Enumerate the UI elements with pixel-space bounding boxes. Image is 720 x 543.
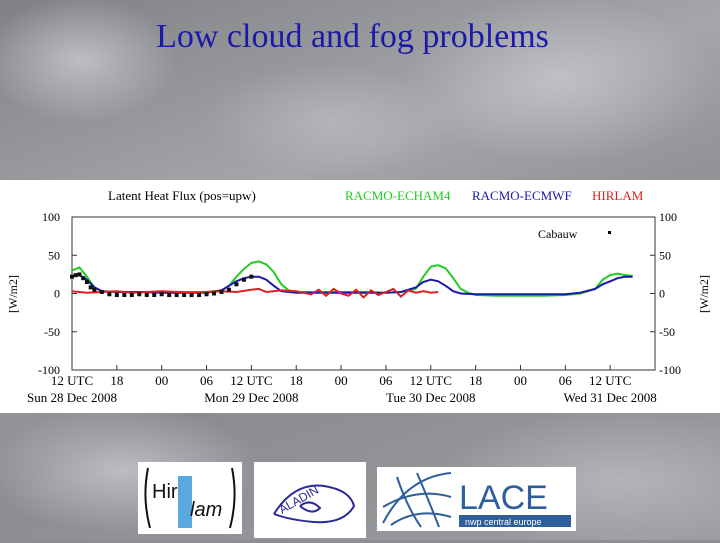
observation-point [114,293,119,298]
svg-text:lam: lam [190,499,222,521]
x-tick-label: 06 [379,373,393,388]
x-tick-label: 12 UTC [589,373,631,388]
observation-point [197,293,202,298]
observation-point [92,287,97,292]
observation-point [249,274,254,279]
hirlam-logo-graphic: Hir lam [144,467,236,529]
chart-marks [70,260,633,299]
observation-point [226,287,231,292]
observation-point [219,289,224,294]
observation-point [122,293,127,298]
y-tick-label-left: -50 [44,325,60,339]
chart-title: Latent Heat Flux (pos=upw) [108,188,256,203]
partner-logos: Hir lam ALADIN LACE nwp central europe [0,455,720,540]
y-tick-label-right: 50 [659,248,671,262]
y-axis-label-left: [W/m2] [6,275,20,313]
date-label: Wed 31 Dec 2008 [564,390,657,405]
y-tick-label-left: 50 [48,248,60,262]
svg-text:Hir: Hir [152,481,178,503]
y-tick-label-left: -100 [38,363,60,377]
legend-entry: HIRLAM [592,188,644,203]
x-tick-label: 12 UTC [230,373,272,388]
y-tick-label-right: -50 [659,325,675,339]
x-tick-label: 06 [200,373,214,388]
x-tick-label: 18 [110,373,123,388]
observation-point [189,293,194,298]
observation-point [174,293,179,298]
x-tick-label: 06 [559,373,573,388]
observation-point [241,277,246,282]
svg-text:nwp central europe: nwp central europe [465,517,542,527]
svg-text:LACE: LACE [459,479,548,517]
x-tick-label: 00 [335,373,348,388]
x-tick-label: 00 [514,373,527,388]
observation-point [107,292,112,297]
latent-heat-flux-chart: Latent Heat Flux (pos=upw) RACMO-ECHAM4 R… [0,180,720,413]
y-tick-label-left: 100 [42,210,60,224]
observation-point [159,292,164,297]
observation-point [212,291,217,296]
page-title: Low cloud and fog problems [156,18,549,55]
legend-entry: RACMO-ECMWF [472,188,572,203]
legend-entry: RACMO-ECHAM4 [345,188,451,203]
date-label: Mon 29 Dec 2008 [204,390,298,405]
observation-point [81,276,86,281]
hirlam-logo: Hir lam [138,462,242,534]
date-label: Tue 30 Dec 2008 [386,390,475,405]
observation-point [234,282,239,287]
observation-point [77,272,82,277]
y-tick-label-left: 0 [54,287,60,301]
observation-point [144,293,149,298]
observation-point [88,285,93,290]
lace-logo: LACE nwp central europe [377,467,576,531]
chart-legend: RACMO-ECHAM4 RACMO-ECMWF HIRLAM Cabauw [345,188,644,241]
x-tick-label: 18 [290,373,303,388]
observation-point [99,289,104,294]
lace-logo-graphic: LACE nwp central europe [382,472,571,528]
chart-svg: Latent Heat Flux (pos=upw) RACMO-ECHAM4 R… [6,188,711,405]
x-tick-label: 18 [469,373,482,388]
observation-point [167,293,172,298]
x-tick-label: 12 UTC [410,373,452,388]
series-line-hirlam [71,287,439,299]
observation-point [137,292,142,297]
aladin-logo: ALADIN [254,462,366,538]
observation-point [204,292,209,297]
observation-point [73,273,78,278]
observation-point [84,280,89,285]
x-tick-label: 12 UTC [51,373,93,388]
y-axis-label-right: [W/m2] [697,275,711,313]
y-tick-label-right: 100 [659,210,677,224]
aladin-logo-graphic: ALADIN [273,483,356,524]
observation-point [152,293,157,298]
date-label: Sun 28 Dec 2008 [27,390,117,405]
observation-point [182,293,187,298]
observation-label: Cabauw [538,227,578,241]
observation-point [70,274,74,279]
y-tick-label-right: -100 [659,363,681,377]
observation-legend-marker [608,231,611,234]
y-tick-label-right: 0 [659,287,665,301]
observation-point [129,293,134,298]
x-tick-label: 00 [155,373,168,388]
